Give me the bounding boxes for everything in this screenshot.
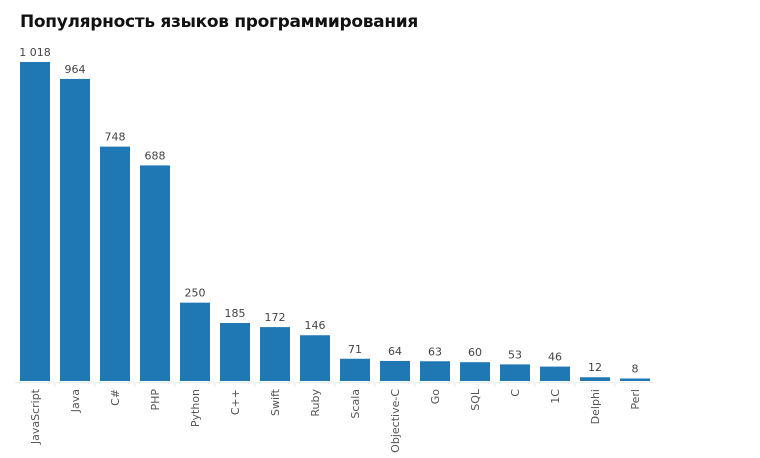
x-tick-label: Python	[189, 389, 202, 427]
data-label: 688	[145, 149, 166, 162]
x-tick-label: Swift	[269, 388, 282, 416]
bar-sql[interactable]	[460, 362, 490, 381]
x-tick-label: PHP	[149, 389, 162, 411]
x-tick-label: Delphi	[589, 389, 602, 424]
x-tick-label: Scala	[349, 389, 362, 419]
chart-title: Популярность языков программирования	[20, 12, 419, 32]
data-label: 964	[65, 63, 86, 76]
bar-php[interactable]	[140, 165, 170, 381]
data-label: 1 018	[19, 46, 51, 59]
bar-c-[interactable]	[100, 146, 130, 381]
bar-go[interactable]	[420, 361, 450, 381]
data-label: 748	[105, 131, 126, 144]
x-tick-label: Ruby	[309, 389, 322, 417]
bar-delphi[interactable]	[580, 377, 610, 381]
data-label: 8	[632, 362, 639, 375]
bar-swift[interactable]	[260, 327, 290, 381]
data-label: 250	[185, 287, 206, 300]
data-label: 185	[225, 307, 246, 320]
x-tick-label: C#	[109, 389, 122, 406]
data-label: 64	[388, 345, 402, 358]
x-tick-label: Java	[69, 389, 82, 413]
bar-ruby[interactable]	[300, 335, 330, 381]
data-label: 71	[348, 343, 362, 356]
bar-1c[interactable]	[540, 366, 570, 381]
data-label: 172	[265, 311, 286, 324]
x-tick-label: Go	[429, 389, 442, 405]
x-tick-label: Objective-C	[389, 389, 402, 453]
bar-scala[interactable]	[340, 358, 370, 381]
bar-c[interactable]	[500, 364, 530, 381]
bar-java[interactable]	[60, 78, 90, 381]
data-label: 146	[305, 319, 326, 332]
bar-c-[interactable]	[220, 323, 250, 381]
bar-objective-c[interactable]	[380, 360, 410, 381]
x-tick-label: C	[509, 389, 522, 397]
data-label: 63	[428, 345, 442, 358]
data-label: 60	[468, 346, 482, 359]
x-tick-label: JavaScript	[29, 388, 42, 445]
data-label: 46	[548, 351, 562, 364]
bar-python[interactable]	[180, 302, 210, 381]
data-label: 53	[508, 348, 522, 361]
x-tick-label: Perl	[629, 389, 642, 410]
x-tick-label: C++	[229, 389, 242, 415]
bar-perl[interactable]	[620, 378, 650, 381]
bar-javascript[interactable]	[20, 62, 50, 381]
x-tick-label: SQL	[469, 388, 482, 411]
x-tick-label: 1C	[549, 389, 562, 404]
data-label: 12	[588, 361, 602, 374]
